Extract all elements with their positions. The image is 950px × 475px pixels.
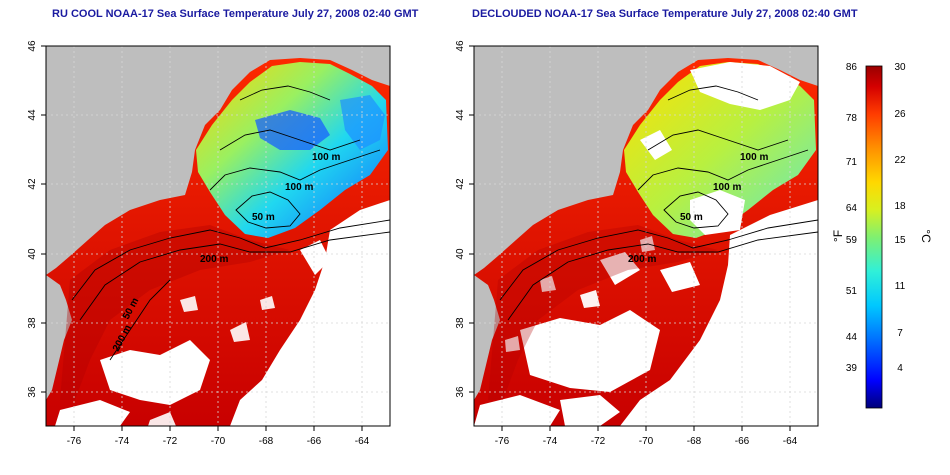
left-lon-tick-3: -72 bbox=[163, 436, 178, 447]
left-shelf-band bbox=[60, 225, 290, 400]
left-cloud-speckles bbox=[148, 296, 275, 426]
right-lat-tick-36: 36 bbox=[455, 386, 466, 398]
left-x-axis bbox=[73, 426, 363, 431]
left-lat-tick-36: 36 bbox=[27, 386, 38, 398]
left-isobath-label-3: 50 m bbox=[252, 212, 275, 223]
right-lat-tick-46: 46 bbox=[455, 40, 466, 52]
right-lat-tick-38: 38 bbox=[455, 317, 466, 329]
left-cold-patch bbox=[255, 110, 330, 150]
left-clouds bbox=[230, 200, 390, 426]
colorbar-f-tick-64: 64 bbox=[846, 203, 858, 214]
left-lat-tick-44: 44 bbox=[27, 109, 38, 121]
right-isobath-label-3: 50 m bbox=[680, 212, 703, 223]
left-lat-tick-46: 46 bbox=[27, 40, 38, 52]
right-bathymetry bbox=[499, 85, 818, 321]
left-panel-title: RU COOL NOAA-17 Sea Surface Temperature … bbox=[52, 8, 419, 20]
left-lat-tick-38: 38 bbox=[27, 317, 38, 329]
right-lon-tick-2: -74 bbox=[543, 436, 558, 447]
left-lat-tick-42: 42 bbox=[27, 178, 38, 190]
colorbar-fahrenheit-label: °F bbox=[831, 230, 845, 242]
colorbar-celsius-ticks: 30 26 22 18 15 11 7 4 bbox=[894, 62, 906, 374]
colorbar-c-tick-30: 30 bbox=[894, 62, 906, 73]
left-cloud-patches bbox=[55, 240, 330, 426]
left-land bbox=[46, 46, 390, 275]
left-isobath-label-2: 100 m bbox=[285, 182, 313, 193]
colorbar-f-tick-51: 51 bbox=[846, 286, 858, 297]
right-decloud-patches bbox=[474, 252, 700, 426]
right-isobath-label-1: 100 m bbox=[740, 152, 768, 163]
colorbar-c-tick-22: 22 bbox=[894, 155, 906, 166]
left-y-axis bbox=[41, 45, 46, 393]
right-isobath-label-2: 100 m bbox=[713, 182, 741, 193]
right-lon-tick-7: -64 bbox=[783, 436, 798, 447]
right-lon-tick-1: -76 bbox=[495, 436, 510, 447]
left-lon-tick-7: -64 bbox=[355, 436, 370, 447]
colorbar-f-tick-39: 39 bbox=[846, 363, 858, 374]
colorbar-c-tick-15: 15 bbox=[894, 235, 906, 246]
right-lon-tick-3: -72 bbox=[591, 436, 606, 447]
colorbar-f-tick-86: 86 bbox=[846, 62, 858, 73]
right-lon-tick-5: -68 bbox=[687, 436, 702, 447]
left-gridlines bbox=[46, 46, 390, 426]
right-lat-tick-44: 44 bbox=[455, 109, 466, 121]
left-cold-patch-2 bbox=[340, 95, 385, 150]
right-y-axis bbox=[469, 45, 474, 393]
left-lon-tick-1: -76 bbox=[67, 436, 82, 447]
colorbar-c-tick-4: 4 bbox=[897, 363, 903, 374]
left-lon-tick-4: -70 bbox=[211, 436, 226, 447]
right-lat-tick-42: 42 bbox=[455, 178, 466, 190]
colorbar-f-tick-71: 71 bbox=[846, 157, 858, 168]
right-decloud-gulf bbox=[640, 62, 800, 235]
colorbar-f-tick-78: 78 bbox=[846, 113, 858, 124]
left-lon-tick-6: -66 bbox=[307, 436, 322, 447]
colorbar-f-tick-59: 59 bbox=[846, 235, 858, 246]
colorbar-f-tick-44: 44 bbox=[846, 332, 858, 343]
colorbar-gradient bbox=[865, 65, 883, 409]
colorbar-celsius-label: °C bbox=[919, 229, 933, 243]
right-decloud-large bbox=[620, 200, 818, 426]
left-lon-tick-5: -68 bbox=[259, 436, 274, 447]
colorbar-c-tick-26: 26 bbox=[894, 109, 906, 120]
colorbar-c-tick-7: 7 bbox=[897, 328, 903, 339]
right-land bbox=[474, 46, 818, 275]
left-map-panel: 100 m 100 m 50 m 200 m 200 m 50 m -76 -7… bbox=[27, 40, 391, 447]
colorbar-c-tick-18: 18 bbox=[894, 201, 906, 212]
left-lon-tick-2: -74 bbox=[115, 436, 130, 447]
right-shelf-band bbox=[488, 225, 718, 400]
right-lon-tick-4: -70 bbox=[639, 436, 654, 447]
right-map-panel: 100 m 100 m 50 m 200 m -76 -74 -72 -70 -… bbox=[455, 40, 819, 447]
left-bathymetry bbox=[71, 85, 390, 361]
right-lat-tick-40: 40 bbox=[455, 248, 466, 260]
right-lon-tick-6: -66 bbox=[735, 436, 750, 447]
colorbar-fahrenheit-ticks: 86 78 71 64 59 51 44 39 bbox=[846, 62, 858, 374]
colorbar-c-tick-11: 11 bbox=[895, 281, 906, 292]
right-isobath-labels: 100 m 100 m 50 m 200 m bbox=[628, 152, 768, 265]
right-isobath-label-4: 200 m bbox=[628, 254, 656, 265]
left-isobath-label-1: 100 m bbox=[312, 152, 340, 163]
colorbar: 86 78 71 64 59 51 44 39 30 26 22 18 15 1… bbox=[831, 62, 933, 409]
right-panel-title: DECLOUDED NOAA-17 Sea Surface Temperatur… bbox=[472, 8, 858, 20]
left-lat-tick-40: 40 bbox=[27, 248, 38, 260]
left-land-south bbox=[46, 275, 72, 400]
right-x-axis bbox=[501, 426, 791, 431]
right-land-south bbox=[474, 275, 500, 400]
left-isobath-label-4: 200 m bbox=[200, 254, 228, 265]
